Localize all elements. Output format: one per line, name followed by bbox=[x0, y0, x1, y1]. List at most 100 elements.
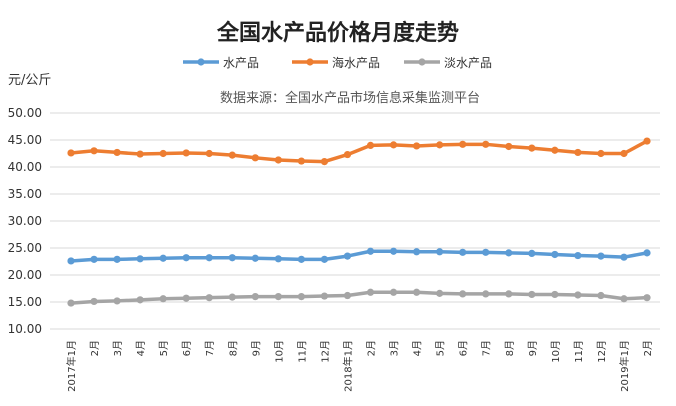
x-tick-label: 6月 bbox=[458, 340, 470, 356]
x-tick-label: 3月 bbox=[389, 340, 401, 356]
legend-marker bbox=[418, 58, 426, 66]
x-tick-label: 11月 bbox=[573, 340, 585, 363]
data-point bbox=[182, 149, 190, 157]
data-point bbox=[413, 288, 421, 296]
data-point bbox=[620, 253, 628, 261]
data-point bbox=[205, 294, 213, 302]
data-point bbox=[436, 141, 444, 149]
data-point bbox=[551, 290, 559, 299]
y-tick-label: 10.00 bbox=[8, 322, 42, 336]
data-point bbox=[228, 293, 236, 301]
legend-label: 海水产品 bbox=[332, 55, 380, 70]
x-tick-label: 7月 bbox=[204, 340, 216, 356]
data-point bbox=[320, 292, 329, 300]
data-point bbox=[597, 291, 605, 300]
x-tick-label: 9月 bbox=[250, 340, 262, 356]
data-point bbox=[643, 294, 651, 302]
x-tick-label: 5月 bbox=[435, 340, 447, 356]
data-point bbox=[159, 149, 167, 158]
data-point bbox=[182, 294, 190, 302]
y-tick-label: 15.00 bbox=[8, 295, 42, 309]
data-point bbox=[251, 154, 259, 162]
x-tick-label: 8月 bbox=[227, 340, 239, 356]
data-point bbox=[67, 257, 75, 265]
data-point bbox=[413, 248, 421, 256]
data-point bbox=[389, 247, 398, 255]
x-tick-label: 4月 bbox=[412, 340, 424, 356]
data-point bbox=[228, 254, 236, 262]
x-tick-label: 10月 bbox=[273, 340, 285, 363]
data-point bbox=[297, 293, 305, 301]
data-point bbox=[251, 254, 259, 262]
data-point bbox=[551, 250, 559, 259]
legend-marker bbox=[306, 58, 314, 66]
data-point bbox=[320, 158, 329, 166]
x-tick-label: 2017年1月 bbox=[65, 340, 78, 392]
series-1 bbox=[67, 137, 651, 166]
data-point bbox=[482, 248, 490, 256]
data-point bbox=[459, 290, 467, 298]
data-point bbox=[136, 255, 144, 263]
data-point bbox=[228, 151, 236, 159]
data-point bbox=[482, 290, 490, 298]
data-point bbox=[136, 150, 144, 158]
data-point bbox=[136, 296, 144, 304]
data-point bbox=[251, 293, 259, 301]
data-point bbox=[389, 141, 398, 149]
data-point bbox=[389, 288, 398, 296]
data-point bbox=[482, 140, 490, 148]
data-point bbox=[620, 295, 628, 303]
x-tick-label: 2月 bbox=[642, 340, 654, 356]
x-tick-label: 2019年1月 bbox=[618, 340, 631, 392]
x-tick-label: 2月 bbox=[366, 340, 378, 356]
data-point bbox=[274, 293, 282, 301]
data-point bbox=[574, 251, 582, 260]
data-point bbox=[459, 140, 467, 148]
data-point bbox=[343, 291, 352, 300]
y-tick-label: 45.00 bbox=[8, 133, 42, 147]
x-tick-label: 2月 bbox=[89, 340, 101, 356]
data-point bbox=[643, 249, 651, 257]
x-tick-label: 11月 bbox=[296, 340, 308, 363]
data-point bbox=[366, 247, 375, 255]
legend-label: 水产品 bbox=[223, 56, 259, 70]
x-tick-label: 7月 bbox=[481, 340, 493, 356]
data-point bbox=[90, 147, 98, 155]
y-tick-label: 25.00 bbox=[8, 241, 42, 255]
data-point bbox=[413, 142, 421, 150]
series-2 bbox=[67, 288, 651, 307]
x-tick-label: 6月 bbox=[181, 340, 193, 356]
data-point bbox=[205, 149, 213, 158]
data-point bbox=[505, 290, 513, 298]
data-point bbox=[113, 297, 121, 305]
data-point bbox=[574, 148, 582, 157]
data-point bbox=[528, 249, 536, 257]
data-point bbox=[551, 146, 559, 154]
data-point bbox=[205, 254, 213, 262]
y-axis-unit: 元/公斤 bbox=[8, 73, 51, 88]
x-tick-label: 2018年1月 bbox=[341, 340, 354, 392]
series-line bbox=[70, 139, 648, 164]
y-tick-label: 50.00 bbox=[8, 106, 42, 120]
data-point bbox=[505, 142, 513, 151]
x-tick-label: 12月 bbox=[319, 340, 331, 363]
data-point bbox=[528, 290, 536, 299]
data-point bbox=[643, 137, 651, 145]
data-point bbox=[90, 297, 98, 306]
data-point bbox=[67, 149, 75, 157]
x-tick-label: 5月 bbox=[158, 340, 170, 356]
data-point bbox=[343, 150, 352, 159]
data-point bbox=[620, 149, 628, 158]
data-point bbox=[297, 255, 305, 263]
y-tick-label: 35.00 bbox=[8, 187, 42, 201]
y-tick-label: 20.00 bbox=[8, 268, 42, 282]
legend: 水产品 海水产品 淡水产品 bbox=[183, 55, 492, 70]
x-tick-label: 8月 bbox=[504, 340, 516, 356]
data-point bbox=[597, 252, 605, 260]
data-point bbox=[459, 248, 467, 256]
data-point bbox=[182, 254, 190, 262]
data-point bbox=[297, 157, 305, 165]
y-tick-label: 40.00 bbox=[8, 160, 42, 174]
